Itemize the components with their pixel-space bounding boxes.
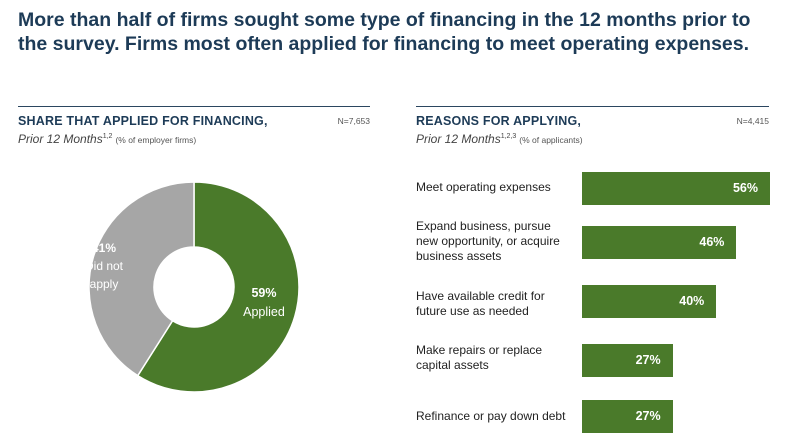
pie-slice-did-not-apply — [88, 181, 195, 377]
panel-rule — [416, 106, 769, 107]
pie-title: SHARE THAT APPLIED FOR FINANCING, — [18, 114, 268, 128]
bar-category-label: Refinance or pay down debt — [416, 409, 566, 423]
pie-label-not-line3: apply — [90, 277, 119, 291]
pie-label-applied-line2: Applied — [243, 305, 285, 319]
bar-subtitle: Prior 12 Months — [416, 132, 501, 146]
bar-unit-note: (% of applicants) — [519, 135, 583, 145]
bar: 27% — [582, 400, 673, 433]
pie-subtitle: Prior 12 Months — [18, 132, 103, 146]
bar: 40% — [582, 285, 717, 318]
bar: 27% — [582, 344, 673, 377]
reasons-panel: REASONS FOR APPLYING, N=4,415 Prior 12 M… — [416, 106, 769, 148]
pie-subtitle-line: Prior 12 Months1,2 (% of employer firms) — [18, 129, 370, 148]
panel-rule — [18, 106, 370, 107]
share-applied-panel: SHARE THAT APPLIED FOR FINANCING, N=7,65… — [18, 106, 370, 148]
bar-n-label: N=4,415 — [736, 116, 769, 126]
pie-label-not-pct: 41% — [92, 241, 116, 255]
bar-value-label: 46% — [699, 235, 725, 249]
headline: More than half of firms sought some type… — [18, 9, 751, 55]
bar-value-label: 27% — [635, 353, 661, 367]
financing-donut-chart: 41% Did not apply 59% Applied — [85, 181, 300, 393]
pie-label-not-line2: Did not — [85, 259, 124, 273]
pie-label-applied-pct: 59% — [251, 286, 276, 300]
pie-n-label: N=7,653 — [337, 116, 370, 126]
pie-slice-applied — [136, 181, 300, 393]
bar-category-label: Meet operating expenses — [416, 180, 551, 194]
bar-subtitle-sup: 1,2,3 — [500, 133, 517, 140]
pie-unit-note: (% of employer firms) — [115, 135, 197, 145]
bar-category-label: Have available credit for future use as … — [416, 289, 545, 318]
pie-subtitle-sup: 1,2 — [102, 133, 113, 140]
bar-title: REASONS FOR APPLYING, — [416, 114, 582, 128]
bar-subtitle-line: Prior 12 Months1,2,3 (% of applicants) — [416, 129, 769, 148]
bar-value-label: 40% — [679, 294, 705, 308]
bar: 46% — [582, 226, 737, 259]
bar-value-label: 56% — [732, 181, 758, 195]
bar-category-label: Make repairs or replace capital assets — [416, 343, 543, 372]
bar-category-label: Expand business, pursue new opportunity,… — [416, 219, 560, 263]
bar-value-label: 27% — [635, 409, 661, 423]
bar: 56% — [582, 172, 770, 205]
